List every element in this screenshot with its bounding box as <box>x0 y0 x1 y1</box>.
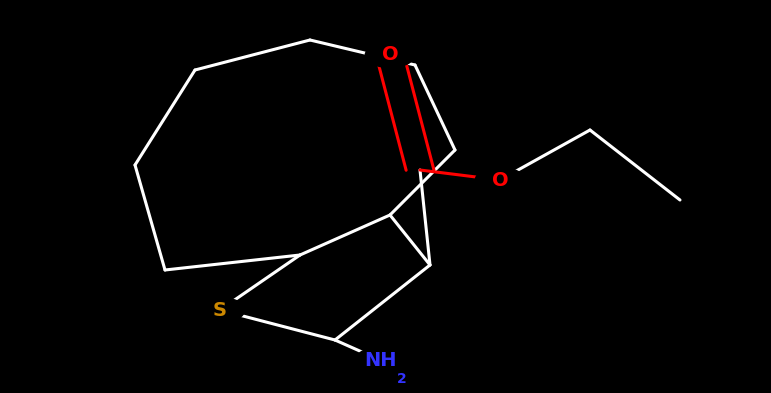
Text: O: O <box>492 171 508 189</box>
Text: O: O <box>382 46 399 64</box>
Circle shape <box>355 347 405 373</box>
Circle shape <box>365 42 415 68</box>
Text: NH: NH <box>364 351 396 369</box>
Circle shape <box>195 298 244 323</box>
Text: 2: 2 <box>397 372 407 386</box>
Text: S: S <box>213 301 227 320</box>
Circle shape <box>476 167 525 193</box>
